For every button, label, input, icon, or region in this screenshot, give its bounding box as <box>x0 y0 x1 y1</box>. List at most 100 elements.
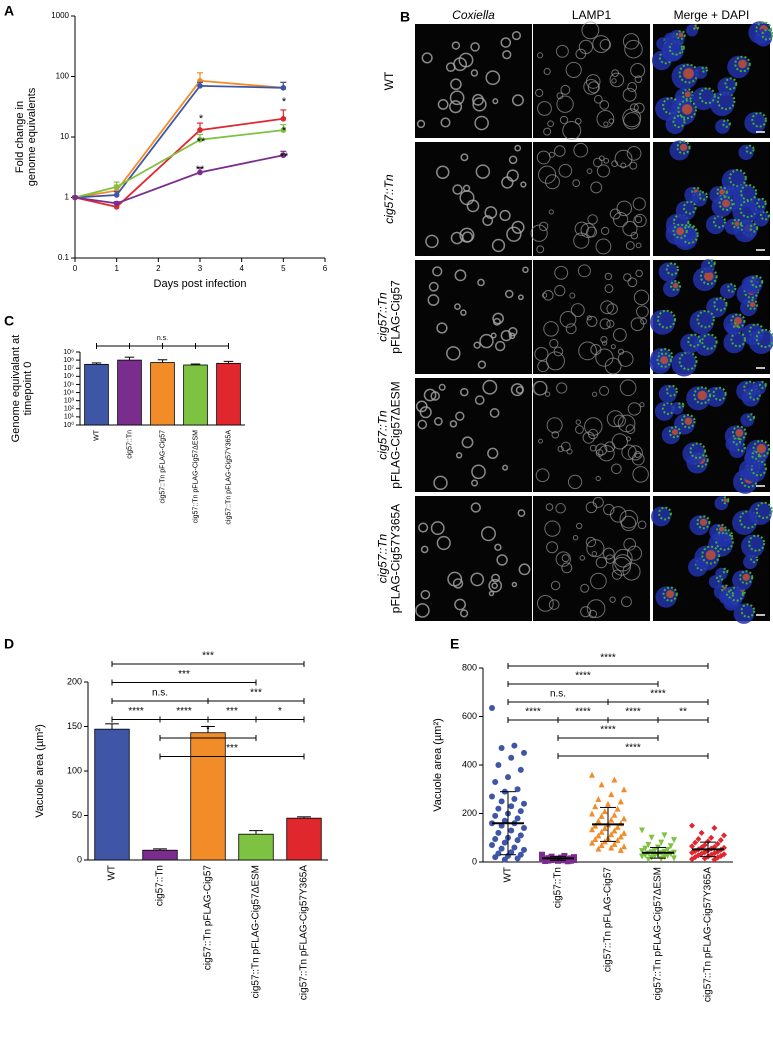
vacuole <box>520 181 527 188</box>
data-point <box>621 815 627 822</box>
vacuole <box>454 598 466 611</box>
data-point <box>598 781 605 788</box>
nucleus <box>748 328 773 354</box>
data-point <box>689 856 695 863</box>
bar <box>238 833 274 861</box>
nucleus <box>708 575 723 589</box>
data-point <box>505 774 511 781</box>
vacuole <box>455 452 463 459</box>
lamp1-signal <box>579 555 586 561</box>
lamp1-signal <box>635 269 643 278</box>
lamp1-signal <box>587 214 598 225</box>
lamp1-signal <box>732 436 742 446</box>
lamp1-signal <box>565 61 582 78</box>
lamp1-signal <box>632 466 649 483</box>
image-background <box>415 260 532 374</box>
vacuole <box>425 234 439 249</box>
nucleus <box>742 223 758 239</box>
data-point <box>714 840 721 847</box>
lamp1-signal <box>755 328 773 348</box>
lamp1-signal <box>595 238 612 255</box>
lamp1-signal <box>554 285 566 297</box>
lamp1-signal <box>759 210 770 221</box>
data-point <box>614 823 621 830</box>
lamp1-signal <box>595 556 608 569</box>
vacuole <box>461 436 474 449</box>
y-tick-label: 400 <box>462 759 477 769</box>
nucleus <box>686 386 711 411</box>
lamp1-signal <box>756 197 767 209</box>
vacuole <box>480 526 496 542</box>
data-point <box>567 857 574 864</box>
nucleus <box>719 283 736 299</box>
series-line <box>74 84 284 199</box>
lamp1-signal <box>623 273 632 282</box>
lamp1-signal <box>604 284 614 293</box>
data-point <box>642 845 649 852</box>
lamp1-signal <box>622 562 641 581</box>
nucleus <box>675 200 696 221</box>
lamp1-signal <box>548 599 560 610</box>
y-axis-label: timepoint 0 <box>22 362 34 416</box>
lamp1-signal <box>604 272 613 281</box>
series-line <box>74 154 284 205</box>
coxiella <box>660 356 669 365</box>
data-point <box>589 826 595 833</box>
row-label: cig57::Tn <box>382 174 396 224</box>
lamp1-signal <box>624 39 643 59</box>
lamp1-signal <box>591 550 598 557</box>
y-axis-label: Vacuole area (µm²) <box>34 724 46 818</box>
lamp1-signal <box>613 414 626 428</box>
lamp1-signal <box>715 575 724 583</box>
y-tick-label: 200 <box>67 676 82 686</box>
vacuole <box>508 155 518 165</box>
lamp1-signal <box>586 168 593 175</box>
nucleus <box>733 603 755 624</box>
data-point <box>589 771 595 778</box>
micrograph <box>530 142 650 256</box>
lamp1-signal <box>696 515 711 530</box>
lamp1-signal <box>629 161 638 170</box>
data-point <box>521 846 527 853</box>
lamp1-signal <box>718 196 734 211</box>
nucleus <box>743 460 766 483</box>
lamp1-signal <box>630 231 639 240</box>
lamp1-signal <box>665 384 678 397</box>
y-tick-label: 10⁹ <box>63 349 74 356</box>
lamp1-signal <box>611 569 623 580</box>
lamp1-signal <box>595 348 614 367</box>
vacuole <box>460 609 469 618</box>
lamp1-signal <box>698 87 716 105</box>
lamp1-signal <box>726 283 737 293</box>
vacuole <box>470 42 480 52</box>
nucleus <box>691 87 715 111</box>
lamp1-signal <box>633 213 647 228</box>
lamp1-signal <box>627 277 638 288</box>
significance-label: **** <box>525 707 541 718</box>
lamp1-signal <box>730 331 746 348</box>
lamp1-signal <box>621 444 637 460</box>
lamp1-signal <box>596 164 610 178</box>
data-point <box>197 136 203 143</box>
data-point <box>614 837 621 844</box>
y-tick-label: 0.1 <box>58 253 70 262</box>
image-background <box>533 142 650 256</box>
lamp1-signal <box>715 532 734 551</box>
lamp1-signal <box>656 352 672 368</box>
data-point <box>511 742 518 749</box>
lamp1-signal <box>593 94 603 104</box>
vacuole <box>447 571 463 587</box>
data-point <box>639 853 645 860</box>
x-tick-label: cig57::Tn <box>126 430 133 459</box>
lamp1-signal <box>637 520 647 530</box>
vacuole <box>436 322 448 334</box>
data-point <box>695 835 702 842</box>
lamp1-signal <box>586 315 598 327</box>
lamp1-signal <box>623 537 637 551</box>
significance-label: *** <box>226 743 238 754</box>
nucleus <box>694 66 708 79</box>
micrograph <box>533 260 650 375</box>
data-point <box>589 810 595 817</box>
lamp1-signal <box>585 536 597 548</box>
coxiella <box>676 227 685 236</box>
